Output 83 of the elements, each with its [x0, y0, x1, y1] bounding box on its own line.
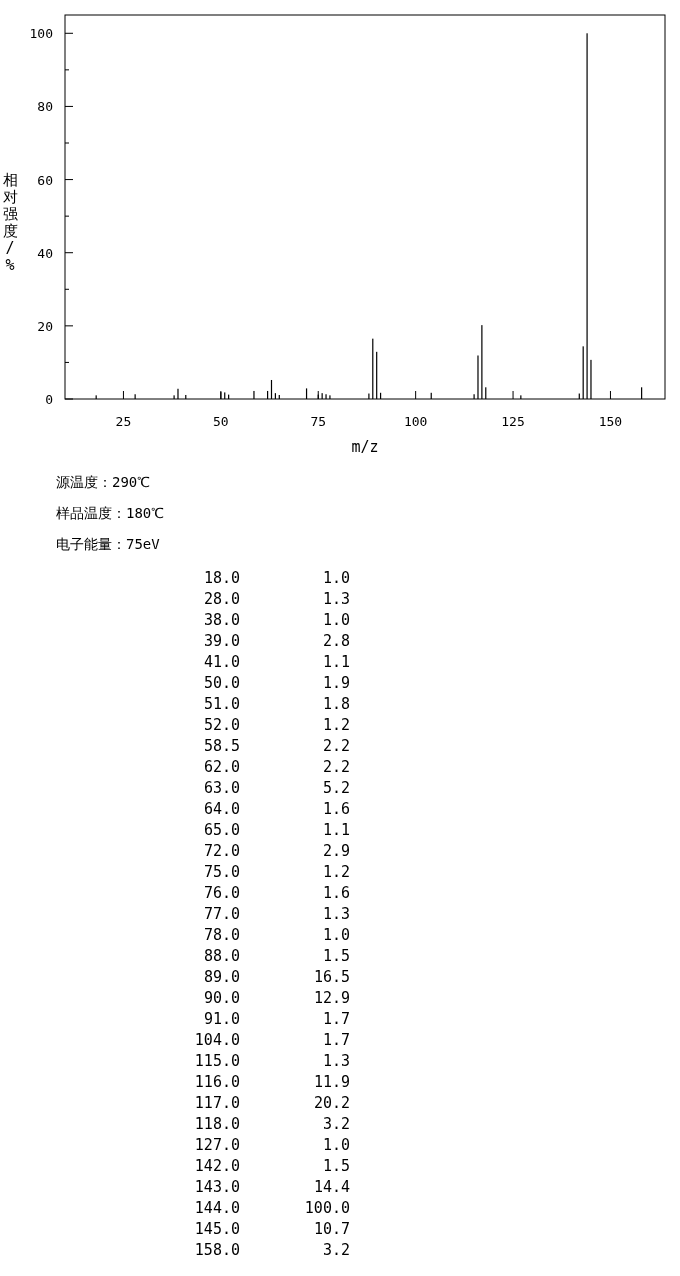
text: 38.0	[203, 611, 240, 629]
text: 12.9	[313, 989, 350, 1007]
x-tick-label: 50	[213, 414, 229, 429]
text: 1.5	[322, 1157, 350, 1175]
text: 127.0	[194, 1136, 240, 1154]
text: 2.8	[322, 632, 350, 650]
text: 1.7	[322, 1010, 350, 1028]
text: 116.0	[194, 1073, 240, 1091]
text: 3.2	[322, 1115, 350, 1133]
text: 1.1	[322, 653, 350, 671]
text: 64.0	[203, 800, 240, 818]
text: 20.2	[313, 1094, 350, 1112]
text: 144.0	[194, 1199, 240, 1217]
text: 2.2	[322, 737, 350, 755]
text: 1.3	[322, 590, 350, 608]
text: 76.0	[203, 884, 240, 902]
x-tick-label: 125	[501, 414, 525, 429]
text: 1.0	[322, 926, 350, 944]
text: 78.0	[203, 926, 240, 944]
y-tick-label: 80	[37, 99, 53, 115]
text: 10.7	[313, 1220, 350, 1238]
text: 65.0	[203, 821, 240, 839]
text: 1.5	[322, 947, 350, 965]
x-tick-label: 150	[598, 414, 623, 429]
text: 91.0	[203, 1010, 240, 1028]
text: 117.0	[194, 1094, 240, 1112]
x-axis-title: m/z	[351, 438, 379, 456]
text: 2.9	[322, 842, 350, 860]
text: 1.0	[322, 1136, 350, 1154]
text: 5.2	[322, 779, 350, 797]
text: 142.0	[194, 1157, 240, 1175]
text: 72.0	[203, 842, 240, 860]
x-tick-label: 25	[115, 414, 132, 429]
text: 1.6	[322, 884, 350, 902]
text: 51.0	[203, 695, 240, 713]
text: 1.8	[322, 695, 350, 713]
text: 62.0	[203, 758, 240, 776]
text: 63.0	[203, 779, 240, 797]
text: 1.3	[322, 1052, 350, 1070]
text: 89.0	[203, 968, 240, 986]
y-tick-label: 100	[29, 26, 53, 42]
text: 58.5	[203, 737, 240, 755]
text: 52.0	[203, 716, 240, 734]
text: 39.0	[203, 632, 240, 650]
text: 1.6	[322, 800, 350, 818]
text: 电子能量：75eV	[56, 536, 161, 552]
text: 145.0	[194, 1220, 240, 1238]
text: 104.0	[194, 1031, 240, 1049]
text: 77.0	[203, 905, 240, 923]
text: 1.2	[322, 716, 350, 734]
text: 样品温度：180℃	[56, 505, 165, 521]
text: 1.0	[322, 569, 350, 587]
text: 1.0	[322, 611, 350, 629]
y-tick-label: 0	[45, 392, 53, 407]
x-tick-label: 100	[403, 414, 428, 429]
text: 28.0	[203, 590, 240, 608]
text: 1.2	[322, 863, 350, 881]
text: 16.5	[313, 968, 350, 986]
text: 3.2	[322, 1241, 350, 1259]
text: 1.3	[322, 905, 350, 923]
text: 100.0	[304, 1199, 350, 1217]
text: 14.4	[313, 1178, 350, 1196]
text: 88.0	[203, 947, 240, 965]
y-axis-title: 相对强度/%	[2, 171, 18, 274]
text: 18.0	[203, 569, 240, 587]
y-tick-label: 40	[37, 245, 53, 261]
text: 1.1	[322, 821, 350, 839]
y-tick-label: 60	[37, 172, 53, 188]
text: 1.7	[322, 1031, 350, 1049]
text: 2.2	[322, 758, 350, 776]
text: 1.9	[322, 674, 350, 692]
y-tick-label: 20	[37, 318, 53, 334]
text: 90.0	[203, 989, 240, 1007]
text: 115.0	[194, 1052, 240, 1070]
text: 11.9	[313, 1073, 350, 1091]
text: 50.0	[203, 674, 240, 692]
text: 118.0	[194, 1115, 240, 1133]
text: 41.0	[203, 653, 240, 671]
x-tick-label: 75	[310, 414, 327, 429]
text: 143.0	[194, 1178, 240, 1196]
text: 源温度：290℃	[56, 474, 151, 490]
text: 75.0	[203, 863, 240, 881]
text: 158.0	[194, 1241, 240, 1259]
